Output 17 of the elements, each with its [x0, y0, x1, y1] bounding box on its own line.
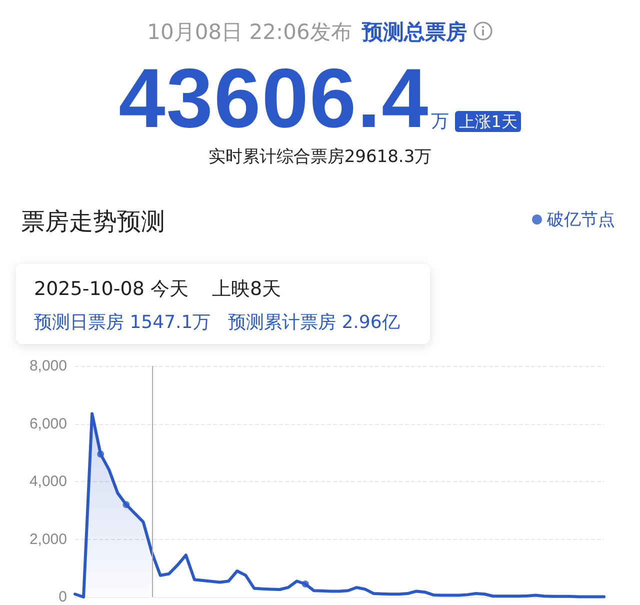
text: 上映8天 [212, 277, 282, 302]
text: 预测累计票房 2.96亿 [228, 311, 400, 334]
text: 实时累计综合票房29618.3万 [207, 146, 433, 168]
text: 2025-10-08 今天 [34, 277, 188, 302]
chart-title: 票房走势预测 [21, 208, 165, 236]
text: 预测日票房 1547.1万 [34, 311, 211, 334]
y-tick-label: 6,000 [29, 415, 67, 432]
legend-label: 破亿节点 [546, 210, 615, 229]
y-tick-label: 0 [58, 588, 67, 605]
y-tick-label: 2,000 [29, 530, 67, 548]
y-tick-label: 8,000 [29, 358, 67, 374]
text: 万 [431, 111, 450, 132]
text: 预测总票房 [362, 20, 467, 44]
text: 10月08日 22:06发布 [147, 20, 352, 44]
text: 上涨1天 [455, 111, 522, 132]
y-tick-label: 4,000 [29, 473, 67, 490]
text: 43606.4 [118, 51, 430, 145]
